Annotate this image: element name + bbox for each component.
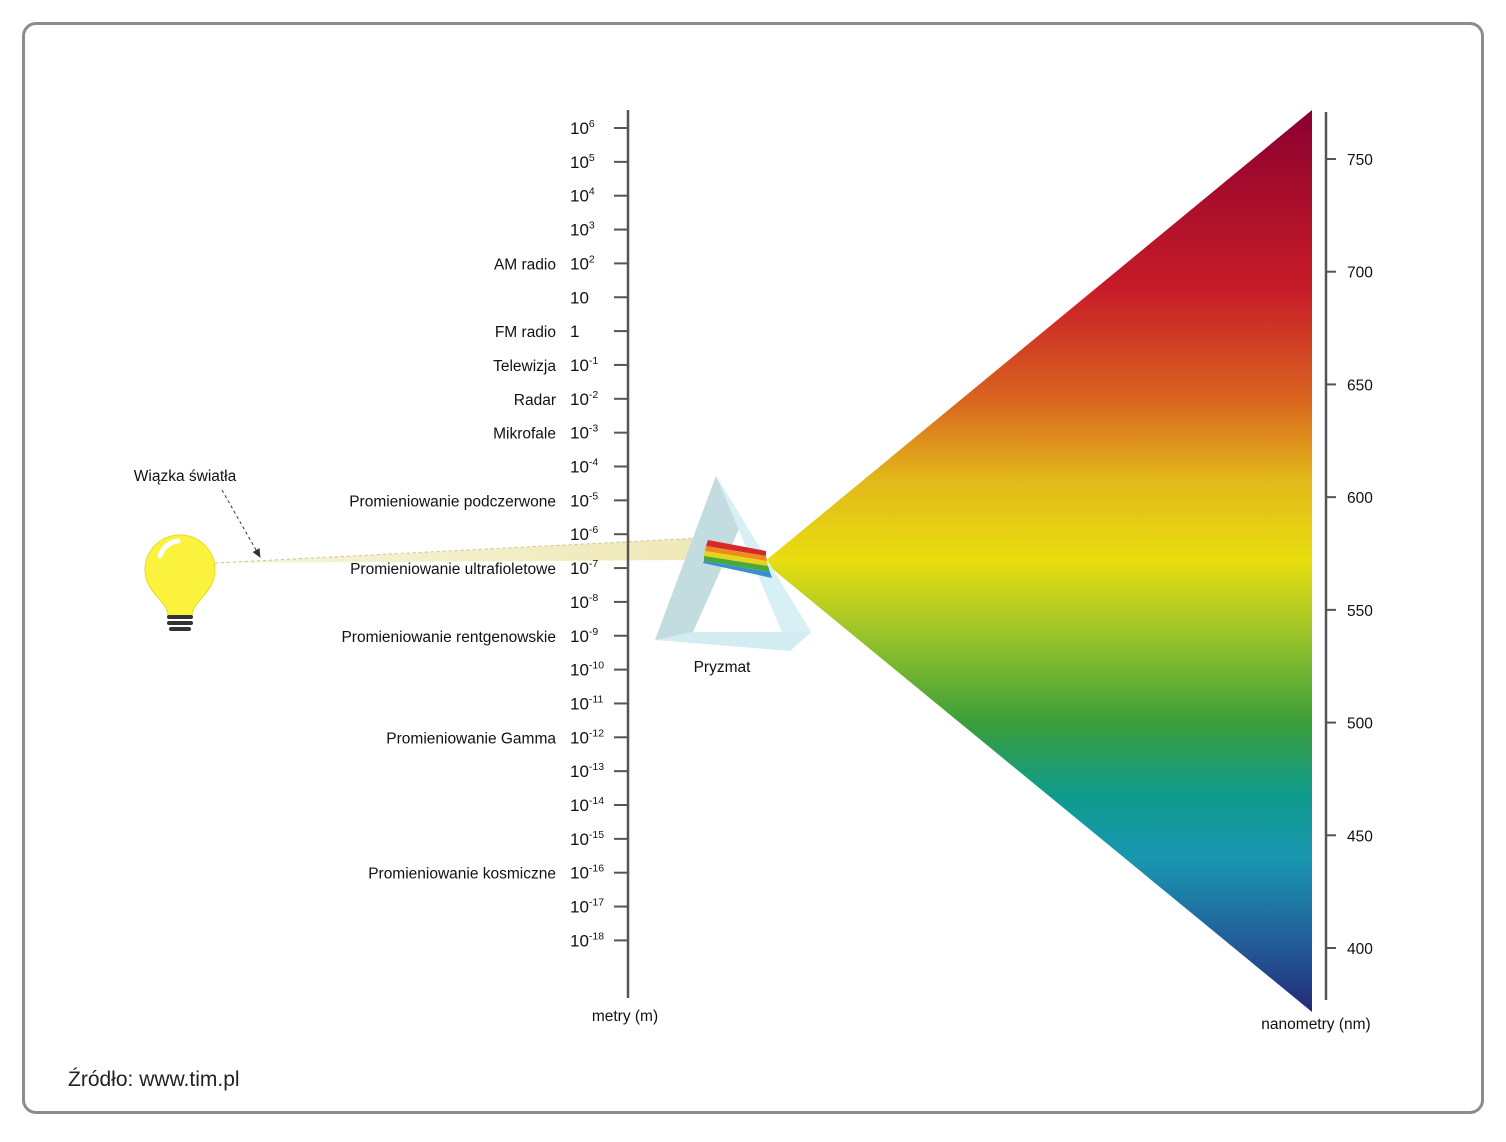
band-label: Radar	[514, 392, 556, 409]
nm-tick-label: 650	[1347, 377, 1373, 394]
band-label: Promieniowanie ultrafioletowe	[350, 561, 556, 578]
meter-tick-label: 106	[570, 118, 595, 138]
nm-tick-label: 550	[1347, 603, 1373, 620]
meter-tick-label: 102	[570, 253, 595, 273]
meter-tick-label: 10-13	[570, 761, 604, 781]
nm-axis-title: nanometry (nm)	[1261, 1016, 1370, 1033]
meter-tick-label: 10-4	[570, 457, 598, 477]
meter-tick-label: 10-15	[570, 829, 604, 849]
meter-tick-label: 10-5	[570, 490, 598, 510]
light-bulb-icon	[144, 534, 216, 631]
prism-label: Pryzmat	[694, 659, 752, 676]
band-label: Telewizja	[493, 358, 556, 375]
nm-tick-label: 450	[1347, 828, 1373, 845]
meter-tick-label: 10-6	[570, 524, 598, 544]
meter-tick-label: 10-18	[570, 930, 604, 950]
meter-tick-label: 10-12	[570, 727, 604, 747]
meter-tick-label: 105	[570, 152, 595, 172]
nm-tick-label: 500	[1347, 716, 1373, 733]
source-credit: Źródło: www.tim.pl	[68, 1068, 240, 1091]
nm-tick-label: 400	[1347, 941, 1373, 958]
meter-tick-label: 10-16	[570, 863, 604, 883]
light-beam-label: Wiązka światła	[134, 468, 237, 485]
band-label: Promieniowanie kosmiczne	[368, 866, 556, 883]
meter-tick-label: 10-14	[570, 795, 604, 815]
meter-axis-ticks: 10610510410310210110-110-210-310-410-510…	[570, 118, 628, 950]
nm-axis-ticks: 750 700 650 600 550 500 450 400	[1326, 152, 1373, 958]
prism-rainbow-rays	[703, 540, 772, 578]
band-label: Promieniowanie podczerwone	[349, 493, 556, 510]
meter-tick-label: 104	[570, 186, 595, 206]
meter-tick-label: 10-11	[570, 693, 603, 713]
band-label: Promieniowanie rentgenowskie	[341, 629, 556, 646]
meter-tick-label: 10-17	[570, 897, 604, 917]
meter-tick-label: 10	[570, 288, 589, 307]
band-labels: AM radio FM radio Telewizja Radar Mikrofale P…	[341, 256, 556, 882]
band-label: Mikrofale	[493, 426, 556, 443]
diagram-frame	[22, 22, 1484, 1114]
meter-tick-label: 103	[570, 220, 595, 240]
nm-tick-label: 750	[1347, 152, 1373, 169]
light-beam-edge	[214, 537, 701, 564]
band-label: AM radio	[494, 256, 556, 273]
band-label: Promieniowanie Gamma	[386, 730, 556, 747]
meter-tick-label: 10-2	[570, 389, 598, 409]
meter-tick-label: 10-7	[570, 558, 598, 578]
band-label: FM radio	[495, 324, 556, 341]
meter-axis-title: metry (m)	[592, 1008, 658, 1025]
light-beam-pointer-arrow	[221, 489, 261, 558]
meter-tick-label: 10-1	[570, 355, 598, 375]
meter-tick-label: 1	[570, 322, 579, 341]
nm-tick-label: 700	[1347, 265, 1373, 282]
meter-tick-label: 10-10	[570, 660, 604, 680]
nm-tick-label: 600	[1347, 490, 1373, 507]
meter-tick-label: 10-3	[570, 423, 598, 443]
meter-tick-label: 10-9	[570, 626, 598, 646]
meter-tick-label: 10-8	[570, 592, 598, 612]
visible-spectrum-fan	[764, 110, 1312, 1012]
